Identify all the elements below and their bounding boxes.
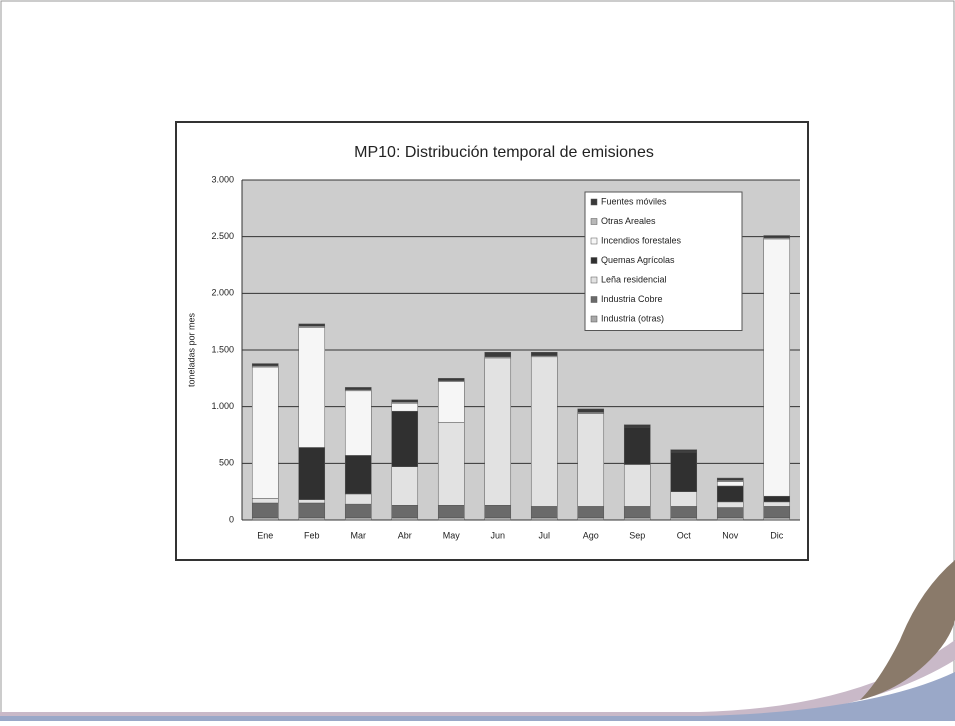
bar-segment (485, 358, 511, 505)
bar-segment (717, 502, 743, 508)
legend-label: Industria Cobre (601, 294, 663, 304)
bar-segment (299, 518, 325, 520)
bar-segment (438, 505, 464, 517)
bar-segment (531, 518, 557, 520)
bar-segment (485, 518, 511, 520)
chart-title: MP10: Distribución temporal de emisiones (354, 144, 654, 161)
bar-segment (392, 518, 418, 520)
bar-segment (624, 425, 650, 427)
bar-segment (299, 500, 325, 503)
bar-segment (438, 518, 464, 520)
bar-segment (764, 236, 790, 238)
x-tick-label: Jun (490, 530, 505, 540)
x-tick-label: Nov (722, 530, 739, 540)
y-tick-label: 2.500 (211, 231, 234, 241)
bar-segment (578, 413, 604, 506)
bar-segment (252, 364, 278, 366)
legend-label: Leña residencial (601, 274, 667, 284)
bar-segment (252, 498, 278, 503)
legend-label: Otras Areales (601, 216, 656, 226)
bar-segment (671, 452, 697, 492)
bar-segment (531, 357, 557, 507)
x-tick-label: Ene (257, 530, 273, 540)
bar-segment (392, 403, 418, 411)
bar-segment (717, 481, 743, 486)
legend-swatch (591, 316, 597, 322)
bar-segment (345, 387, 371, 389)
bar-segment (717, 518, 743, 520)
bar-segment (252, 367, 278, 498)
x-tick-label: Sep (629, 530, 645, 540)
bar-segment (252, 518, 278, 520)
y-tick-label: 0 (229, 514, 234, 524)
legend-label: Quemas Agrícolas (601, 255, 675, 265)
bar-segment (671, 518, 697, 520)
x-tick-label: Dic (770, 530, 783, 540)
bar-segment (717, 478, 743, 480)
bar-segment (345, 518, 371, 520)
bar-segment (485, 505, 511, 517)
y-tick-label: 3.000 (211, 174, 234, 184)
legend-swatch (591, 258, 597, 264)
bar-segment (671, 450, 697, 452)
slide: MP10: Distribución temporal de emisiones… (0, 0, 955, 721)
x-tick-label: Jul (538, 530, 550, 540)
legend-swatch (591, 238, 597, 244)
x-tick-label: Mar (351, 530, 367, 540)
legend-swatch (591, 219, 597, 225)
bar-segment (345, 504, 371, 518)
x-tick-label: Oct (677, 530, 692, 540)
bar-segment (671, 492, 697, 507)
bar-segment (438, 382, 464, 423)
bar-segment (717, 486, 743, 502)
bar-segment (438, 378, 464, 380)
legend-label: Industria (otras) (601, 313, 664, 323)
bar-segment (578, 518, 604, 520)
bar-segment (624, 427, 650, 464)
bar-segment (624, 518, 650, 520)
bar-segment (438, 423, 464, 506)
bar-segment (624, 464, 650, 506)
legend-swatch (591, 199, 597, 205)
bar-segment (531, 506, 557, 517)
bar-segment (764, 496, 790, 502)
bar-segment (392, 505, 418, 517)
bar-segment (299, 324, 325, 326)
y-tick-label: 2.000 (211, 288, 234, 298)
bar-segment (299, 503, 325, 518)
bar-segment (392, 411, 418, 467)
bar-segment (578, 409, 604, 412)
bar-segment (717, 508, 743, 518)
legend-swatch (591, 277, 597, 283)
bar-segment (345, 455, 371, 494)
y-axis-label: toneladas por mes (186, 312, 196, 387)
bar-segment (764, 502, 790, 507)
y-tick-label: 1.000 (211, 401, 234, 411)
bar-segment (345, 494, 371, 504)
bar-segment (252, 503, 278, 518)
x-tick-label: May (443, 530, 461, 540)
bar-segment (299, 327, 325, 447)
y-tick-label: 1.500 (211, 344, 234, 354)
legend-label: Incendios forestales (601, 235, 682, 245)
bar-segment (578, 506, 604, 517)
x-tick-label: Feb (304, 530, 320, 540)
bar-segment (764, 506, 790, 517)
x-tick-label: Ago (583, 530, 599, 540)
bar-segment (764, 518, 790, 520)
bar-segment (624, 506, 650, 517)
y-tick-label: 500 (219, 458, 234, 468)
bar-segment (671, 506, 697, 517)
bar-segment (764, 239, 790, 496)
x-tick-label: Abr (398, 530, 412, 540)
bar-segment (299, 447, 325, 499)
bar-segment (485, 352, 511, 357)
bar-segment (345, 391, 371, 456)
legend-label: Fuentes móviles (601, 196, 667, 206)
legend-swatch (591, 297, 597, 303)
bar-segment (531, 352, 557, 355)
bar-segment (392, 467, 418, 506)
bar-segment (392, 400, 418, 402)
